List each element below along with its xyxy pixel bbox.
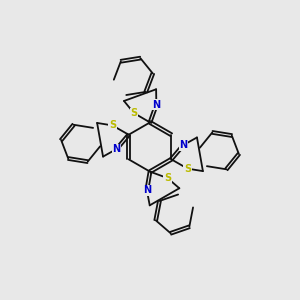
Text: S: S xyxy=(109,120,116,130)
Text: S: S xyxy=(130,108,137,118)
Text: N: N xyxy=(112,144,121,154)
Text: N: N xyxy=(143,185,151,195)
Text: N: N xyxy=(152,100,160,110)
Text: S: S xyxy=(164,173,171,183)
Text: N: N xyxy=(179,140,188,150)
Text: S: S xyxy=(184,164,191,174)
